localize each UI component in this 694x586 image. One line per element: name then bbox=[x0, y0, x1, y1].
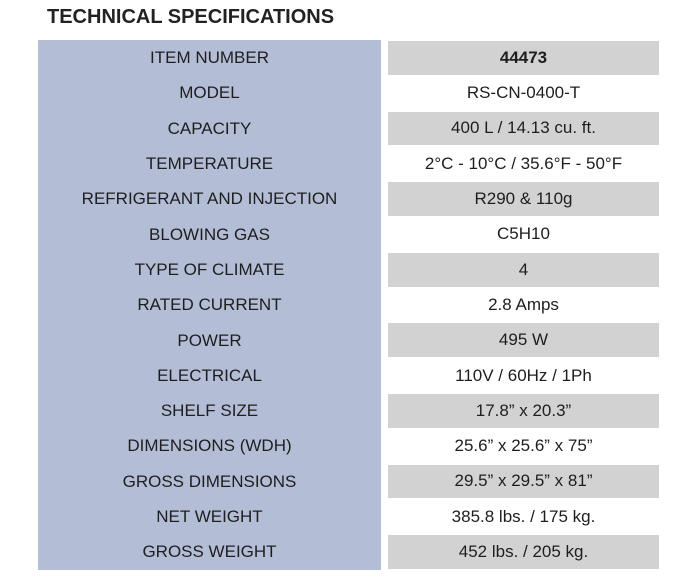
spec-value: 385.8 lbs. / 175 kg. bbox=[451, 506, 596, 526]
spec-label: BLOWING GAS bbox=[149, 224, 270, 244]
spec-value: 2.8 Amps bbox=[488, 294, 559, 314]
spec-label: MODEL bbox=[179, 83, 240, 103]
spec-label: TEMPERATURE bbox=[145, 154, 274, 174]
spec-label: ITEM NUMBER bbox=[150, 48, 269, 68]
spec-value: 495 W bbox=[388, 323, 659, 358]
spec-label: RATED CURRENT bbox=[137, 295, 282, 315]
spec-label: TYPE OF CLIMATE bbox=[134, 259, 285, 279]
spec-label: CAPACITY bbox=[167, 118, 252, 138]
spec-label: GROSS WEIGHT bbox=[142, 542, 277, 562]
spec-value: 2°C - 10°C / 35.6°F - 50°F bbox=[424, 153, 623, 173]
spec-value: 400 L / 14.13 cu. ft. bbox=[388, 111, 659, 146]
spec-value: 25.6” x 25.6” x 75” bbox=[454, 436, 593, 456]
spec-label: SHELF SIZE bbox=[160, 401, 259, 421]
spec-value: 44473 bbox=[388, 41, 659, 75]
spec-value: 29.5” x 29.5” x 81” bbox=[388, 464, 659, 499]
spec-value: 110V / 60Hz / 1Ph bbox=[455, 365, 592, 385]
spec-label: DIMENSIONS (WDH) bbox=[127, 436, 292, 456]
spec-label: POWER bbox=[177, 330, 242, 350]
spec-value: 4 bbox=[388, 252, 659, 287]
spec-value: RS-CN-0400-T bbox=[466, 83, 581, 103]
spec-value: 452 lbs. / 205 kg. bbox=[388, 535, 659, 569]
spec-label: NET WEIGHT bbox=[156, 507, 263, 527]
spec-label: GROSS DIMENSIONS bbox=[122, 471, 297, 491]
spec-label: ELECTRICAL bbox=[157, 365, 262, 385]
title: TECHNICAL SPECIFICATIONS bbox=[47, 6, 335, 28]
label-column bbox=[38, 40, 381, 570]
spec-value: C5H10 bbox=[497, 224, 550, 244]
spec-value: 17.8” x 20.3” bbox=[388, 394, 659, 428]
spec-label: REFRIGERANT AND INJECTION bbox=[81, 189, 338, 209]
spec-value: R290 & 110g bbox=[388, 182, 659, 216]
